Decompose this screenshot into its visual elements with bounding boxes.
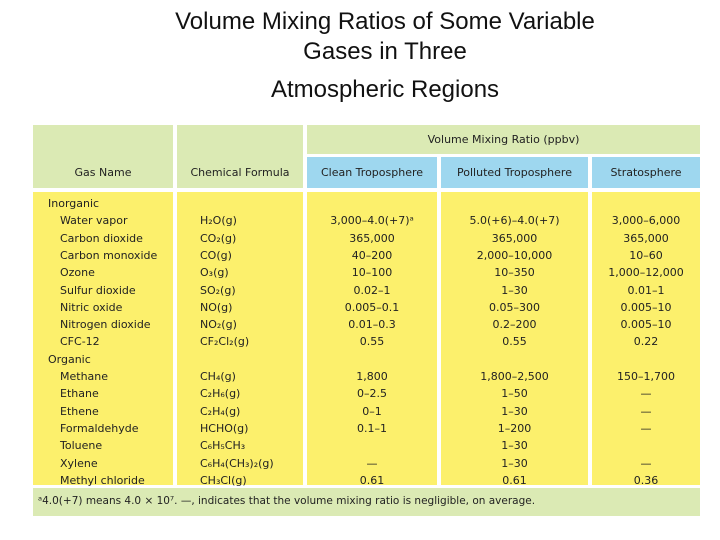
body-cell [307,192,437,485]
gas-name: CFC-12 [60,335,100,349]
header-cell [177,125,303,188]
formula: NO(g) [200,300,233,314]
gas-name: Water vapor [60,214,128,228]
value-cell: 0.61 [502,473,527,487]
value-cell: 1,800–2,500 [480,370,549,383]
gas-name: Formaldehyde [60,421,139,435]
value-cell: 1,800 [356,370,388,383]
value-cell: 0–1 [362,404,382,418]
gas-name: Carbon monoxide [60,248,158,262]
title-line: Gases in Three [303,38,467,65]
header-cell [307,157,437,188]
section-label: Organic [48,352,91,366]
header-cell [592,157,700,188]
column-header: Stratosphere [610,166,682,179]
value-cell: 150–1,700 [617,370,675,383]
body-cell [177,192,303,485]
formula: O₃(g) [200,266,229,280]
gas-name: Ozone [60,266,95,280]
title-line: Volume Mixing Ratios of Some Variable [175,8,595,35]
value-cell: 1–30 [501,439,528,453]
column-header: Chemical Formula [190,166,290,179]
title-line: Atmospheric Regions [270,76,500,103]
value-cell: 1–200 [497,421,532,435]
gas-name: Ethane [60,387,99,401]
value-cell: 0.55 [502,335,527,349]
gas-name: Sulfur dioxide [60,283,136,297]
formula: CH₃Cl(g) [200,473,247,487]
column-header: Clean Troposphere [320,166,424,179]
gas-name: Nitric oxide [60,300,123,314]
value-cell: 0–2.5 [357,387,387,401]
value-cell: — [640,404,652,418]
value-cell: 1–50 [501,387,528,401]
header-cell [307,125,700,154]
gas-name: Nitrogen dioxide [60,318,151,332]
body-cell [592,192,700,485]
value-cell: — [366,456,378,470]
gas-name: Toluene [60,439,103,453]
formula: C₂H₄(g) [200,404,241,418]
value-cell: 3,000–6,000 [611,214,681,228]
value-cell: 0.02–1 [353,283,391,297]
value-cell: 0.005–10 [620,300,672,314]
value-cell: 1–30 [501,404,528,418]
column-header: Polluted Troposphere [457,166,572,179]
value-cell: — [640,456,652,470]
value-cell: 10–350 [494,266,535,280]
gas-name: Xylene [60,456,98,470]
value-cell: 0.005–0.1 [344,300,400,314]
formula: CH₄(g) [200,370,236,383]
footnote: ᵃ4.0(+7) means 4.0 × 10⁷. —, indicates t… [38,495,536,507]
formula: SO₂(g) [200,283,236,297]
value-cell: — [640,421,652,435]
value-cell: 1–30 [501,456,528,470]
value-cell: 1,000–12,000 [608,266,684,280]
header-cell [441,157,588,188]
value-cell: 40–200 [351,248,393,262]
value-cell: 0.55 [359,335,385,349]
value-cell: 10–100 [351,266,393,280]
body-cell [33,192,173,485]
value-cell: 365,000 [491,231,538,245]
value-cell: 0.1–1 [357,421,387,435]
value-cell: 0.005–10 [620,318,672,332]
value-cell: 0.01–1 [627,283,665,297]
formula: C₆H₅CH₃ [200,439,246,453]
gas-name: Ethene [60,404,99,418]
value-cell: 0.36 [633,473,659,487]
group-header: Volume Mixing Ratio (ppbv) [427,133,580,146]
value-cell: 3,000–4.0(+7)ᵃ [330,214,414,228]
value-cell: 365,000 [349,231,395,245]
formula: H₂O(g) [200,214,237,228]
gas-name: Methyl chloride [60,473,145,487]
column-header: Gas Name [74,166,132,179]
value-cell: 365,000 [623,231,669,245]
value-cell: 0.05–300 [489,300,540,314]
section-label: Inorganic [48,197,100,210]
formula: C₆H₄(CH₃)₂(g) [200,456,274,470]
formula: NO₂(g) [200,318,237,332]
header-cell [33,125,173,188]
formula: CO₂(g) [200,231,237,245]
value-cell: 10–60 [629,248,663,262]
gas-name: Carbon dioxide [60,231,143,245]
value-cell: 2,000–10,000 [476,248,553,262]
footnote-cell [33,488,700,516]
value-cell: 1–30 [501,283,528,297]
value-cell: 0.22 [633,335,659,349]
value-cell: 0.01–0.3 [348,318,396,332]
gas-name: Methane [60,370,109,383]
formula: CO(g) [200,248,232,262]
value-cell: 0.61 [359,473,385,487]
body-cell [441,192,588,485]
value-cell: 5.0(+6)–4.0(+7) [469,214,560,228]
formula: HCHO(g) [200,421,249,435]
value-cell: — [640,387,652,401]
formula: CF₂Cl₂(g) [200,335,250,349]
value-cell: 0.2–200 [492,318,537,332]
formula: C₂H₆(g) [200,387,241,401]
